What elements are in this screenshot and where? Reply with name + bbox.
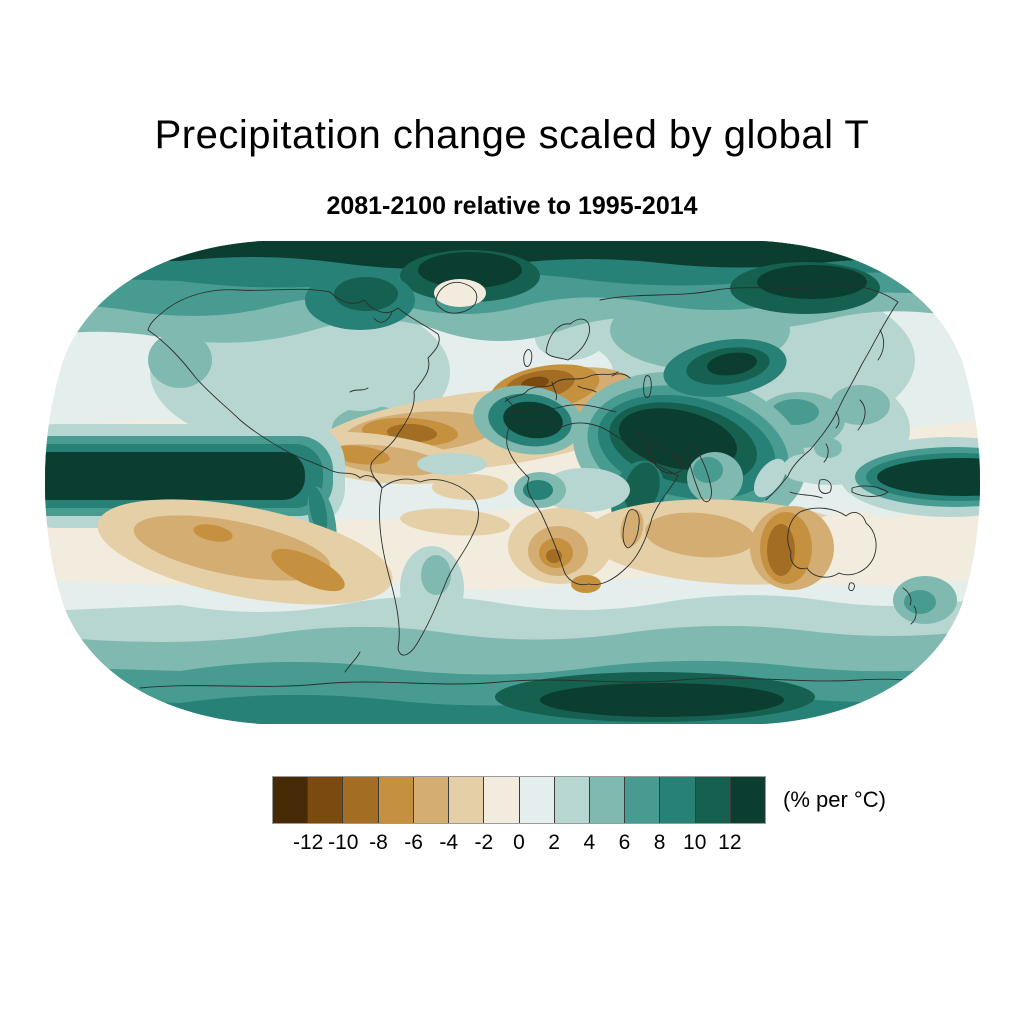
- colorbar: -12 -10 -8 -6 -4 -2 0 2 4 6 8 10 12 (% per °C): [272, 776, 1024, 867]
- colorbar-segment: [342, 777, 378, 823]
- colorbar-segment: [377, 777, 413, 823]
- colorbar-tick-label: 8: [653, 831, 666, 854]
- colorbar-tick-label: 4: [583, 831, 596, 854]
- south-pacific-drying-region: [97, 499, 393, 605]
- colorbar-tick-label: -10: [328, 831, 359, 854]
- map-fill-regions: [45, 241, 980, 724]
- colorbar-tick-label: -2: [474, 831, 494, 854]
- colorbar-tick-label: -4: [439, 831, 459, 854]
- arctic-region: [45, 241, 980, 343]
- colorbar-ticks: -12 -10 -8 -6 -4 -2 0 2 4 6 8 10 12: [273, 829, 765, 857]
- colorbar-segment: [588, 777, 625, 823]
- colorbar-tick-label: 6: [618, 831, 631, 854]
- colorbar-segment: [659, 777, 695, 823]
- colorbar-segment: [729, 777, 766, 823]
- colorbar-unit-label: (% per °C): [783, 787, 886, 812]
- colorbar-segment: [694, 777, 730, 823]
- colorbar-tick-label: 2: [548, 831, 560, 854]
- coastlines: [139, 281, 976, 689]
- colorbar-segment: [307, 777, 343, 823]
- central-asia-wetting-region: [663, 338, 787, 398]
- colorbar-tick-label: -12: [292, 831, 324, 854]
- australia-drying-region: [585, 499, 910, 590]
- colorbar-tick-label: 12: [718, 831, 742, 854]
- colorbar-swatches: [272, 776, 766, 824]
- colorbar-segment: [273, 777, 308, 823]
- colorbar-tick-label: -6: [404, 831, 423, 854]
- equatorial-pacific-band: [45, 424, 980, 554]
- colorbar-segment: [624, 777, 660, 823]
- colorbar-segment: [448, 777, 484, 823]
- colorbar-segment: [483, 777, 519, 823]
- page-subtitle: 2081-2100 relative to 1995-2014: [326, 192, 698, 220]
- colorbar-tick-label: 0: [513, 831, 525, 854]
- page-title: Precipitation change scaled by global T: [154, 113, 870, 157]
- colorbar-tick-label: -8: [369, 831, 388, 854]
- colorbar-segment: [412, 777, 449, 823]
- southern-africa-drying-region: [508, 508, 612, 593]
- colorbar-segment: [553, 777, 589, 823]
- colorbar-tick-label: 10: [683, 831, 707, 854]
- colorbar-segment: [518, 777, 554, 823]
- southern-ocean-antarctica-region: [45, 595, 980, 724]
